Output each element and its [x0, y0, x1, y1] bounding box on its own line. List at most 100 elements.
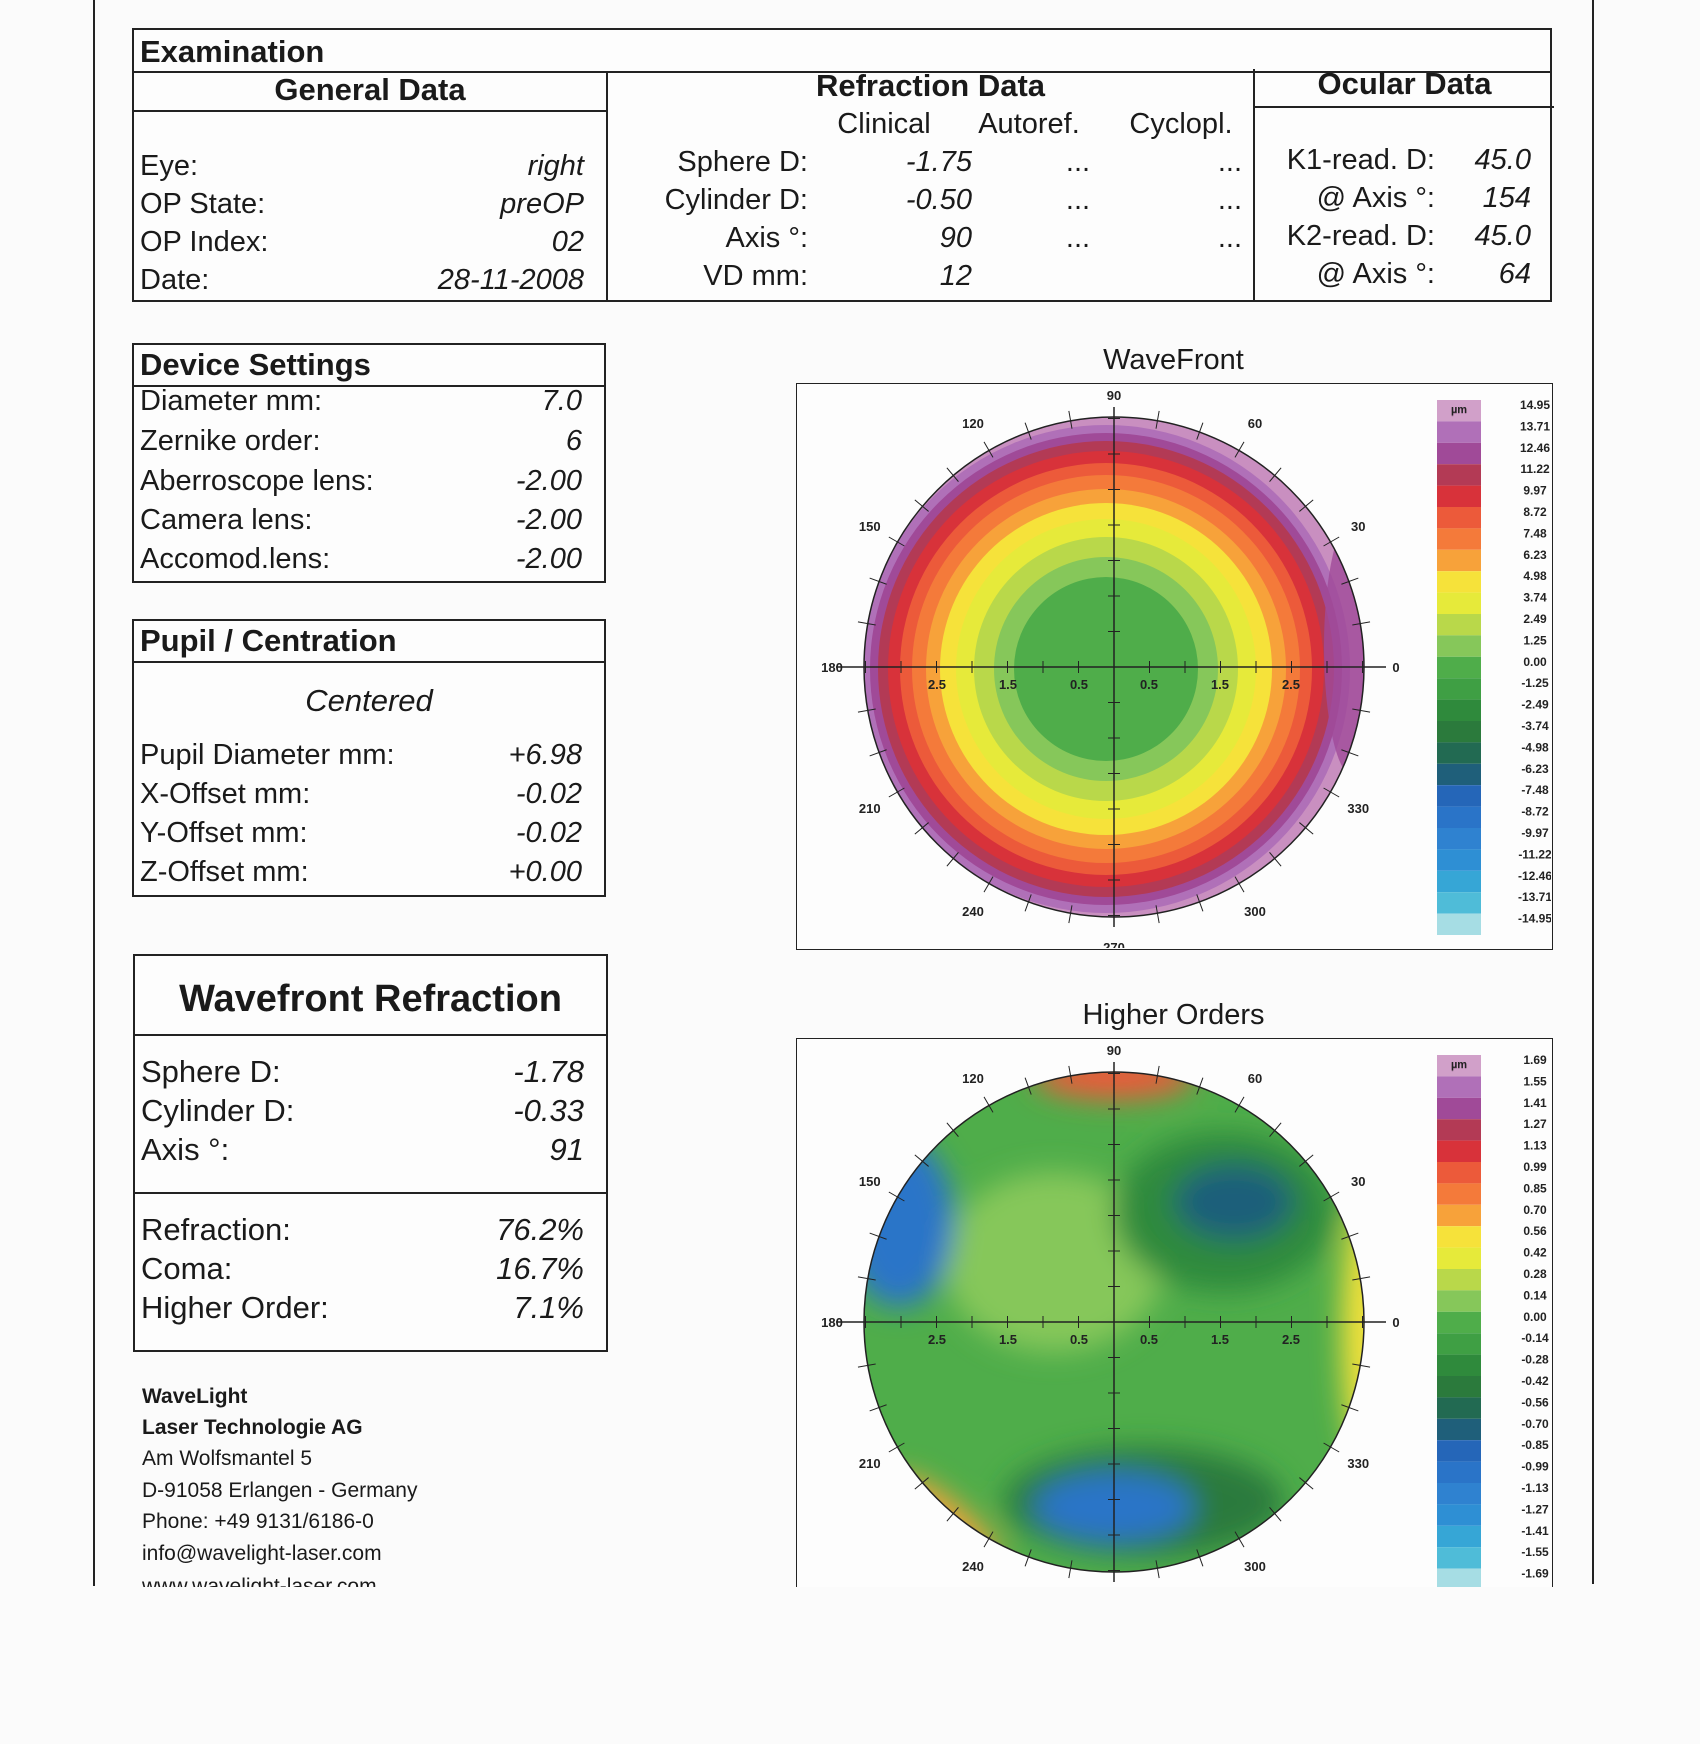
legend-value: -0.42: [1521, 1374, 1549, 1388]
divider: [134, 385, 604, 387]
device-settings-title: Device Settings: [140, 347, 371, 382]
angle-label: 0: [1392, 1315, 1399, 1330]
ocular-row-k1-axis: @ Axis °: 154: [1255, 182, 1554, 220]
radius-label: 2.5: [928, 677, 946, 692]
degree-tick: [1234, 441, 1245, 458]
wf-value: 7.1%: [513, 1290, 584, 1325]
degree-tick: [1299, 1154, 1314, 1167]
wf-value: 91: [549, 1132, 584, 1167]
general-value: preOP: [500, 188, 584, 220]
general-row-op-index: OP Index: 02: [134, 226, 606, 264]
legend-swatch: [1437, 1226, 1481, 1248]
legend-swatch: [1437, 785, 1481, 807]
legend-swatch: [1437, 1183, 1481, 1205]
address-phone: Phone: +49 9131/6186-0: [142, 1510, 374, 1533]
legend-value: -8.72: [1521, 805, 1549, 819]
degree-tick: [888, 536, 905, 547]
radius-label: 0.5: [1140, 677, 1158, 692]
higher-orders-chart-title: Higher Orders: [1082, 999, 1265, 1031]
legend-swatch: [1437, 656, 1481, 679]
degree-tick: [946, 1507, 959, 1522]
degree-tick: [983, 876, 994, 893]
legend-value: 12.46: [1520, 441, 1550, 455]
divider: [134, 71, 1550, 73]
degree-tick: [1352, 1276, 1371, 1281]
device-value: -2.00: [515, 543, 582, 575]
wf-value: 76.2%: [496, 1212, 584, 1247]
wf-row-sphere: Sphere D: -1.78: [135, 1054, 606, 1092]
wavefront-chart: 0 30 60 90 120 150 180 210 240 270 300 330 2.5 1.5 0.5…: [821, 388, 1551, 948]
legend-value: -14.95: [1518, 912, 1551, 926]
legend-value: 0.00: [1523, 1310, 1547, 1324]
device-value: -2.00: [515, 465, 582, 497]
angle-label: 30: [1351, 519, 1365, 534]
autoref-value: ...: [1065, 146, 1091, 178]
ocular-value: 45.0: [1474, 144, 1531, 176]
address-web-clip: www.wavelight-laser.com: [142, 1575, 442, 1587]
radius-label: 1.5: [1211, 677, 1229, 692]
legend-swatch: [1437, 1418, 1481, 1441]
contour-ring: [1324, 517, 1364, 777]
legend-swatch: [1437, 1376, 1481, 1398]
legend-swatch: [1437, 870, 1481, 893]
degree-tick: [1196, 894, 1204, 912]
ocular-row-k2: K2-read. D: 45.0: [1255, 220, 1554, 258]
degree-tick: [983, 1531, 994, 1548]
degree-tick: [1341, 749, 1359, 757]
legend-value: -0.99: [1521, 1460, 1549, 1474]
legend-value: 2.49: [1523, 612, 1547, 626]
legend-swatch: [1437, 549, 1481, 572]
device-label: Accomod.lens:: [140, 543, 331, 575]
angle-label: 180: [821, 1315, 843, 1330]
ocular-label: K2-read. D:: [1286, 220, 1435, 252]
divider: [135, 1034, 606, 1036]
degree-tick: [914, 1477, 929, 1490]
examination-panel: Examination General Data Refraction Data…: [132, 28, 1554, 302]
device-label: Zernike order:: [140, 425, 321, 457]
legend-value: 1.27: [1523, 1117, 1547, 1131]
radius-label: 0.5: [1140, 1332, 1158, 1347]
degree-tick: [914, 1154, 929, 1167]
clinical-value: -0.50: [905, 184, 972, 216]
device-value: 6: [565, 425, 582, 457]
device-row-diameter: Diameter mm: 7.0: [134, 385, 604, 423]
wf-row-higher-order: Higher Order: 7.1%: [135, 1290, 606, 1328]
legend-swatch: [1437, 828, 1481, 850]
legend-value: -13.71: [1518, 890, 1551, 904]
legend-value: 0.85: [1523, 1181, 1547, 1195]
contour-region: [944, 1172, 1164, 1352]
legend-value: 4.98: [1523, 569, 1547, 583]
degree-tick: [857, 708, 876, 713]
wavefront-breakdown: Refraction: 76.2% Coma: 16.7% Higher Ord…: [135, 1212, 606, 1342]
clinical-value: -1.75: [905, 146, 972, 178]
device-row-zernike: Zernike order: 6: [134, 425, 604, 463]
legend-value: 0.99: [1523, 1160, 1547, 1174]
legend-value: -0.85: [1521, 1438, 1549, 1452]
column-clinical: Clinical: [837, 108, 931, 140]
degree-tick: [857, 1363, 876, 1368]
degree-tick: [1196, 1549, 1204, 1567]
legend-swatch: [1437, 1055, 1481, 1077]
legend-value: 3.74: [1523, 591, 1547, 605]
degree-tick: [1024, 1549, 1032, 1567]
cyclopl-value: ...: [1217, 184, 1242, 216]
refraction-label: VD mm:: [703, 260, 808, 292]
angle-label: 210: [859, 801, 881, 816]
degree-tick: [1269, 852, 1282, 867]
device-row-accomod: Accomod.lens: -2.00: [134, 543, 604, 581]
wf-value: 16.7%: [496, 1251, 584, 1286]
degree-tick: [869, 577, 887, 585]
pupil-list: Pupil Diameter mm: +6.98 X-Offset mm: -0…: [134, 739, 604, 899]
ocular-label: @ Axis °:: [1316, 258, 1435, 290]
legend-value: 1.25: [1523, 633, 1547, 647]
pupil-value: +0.00: [508, 856, 582, 888]
legend-swatch: [1437, 614, 1481, 636]
wf-row-refraction: Refraction: 76.2%: [135, 1212, 606, 1250]
angle-label: 300: [1244, 904, 1266, 919]
refraction-data-heading: Refraction Data: [815, 68, 1046, 103]
legend-value: -9.97: [1521, 826, 1549, 840]
pupil-centration-title: Pupil / Centration: [140, 623, 397, 658]
legend-value: -1.27: [1521, 1502, 1549, 1516]
contour-region: [864, 1137, 954, 1307]
general-row-eye: Eye: right: [134, 150, 606, 188]
